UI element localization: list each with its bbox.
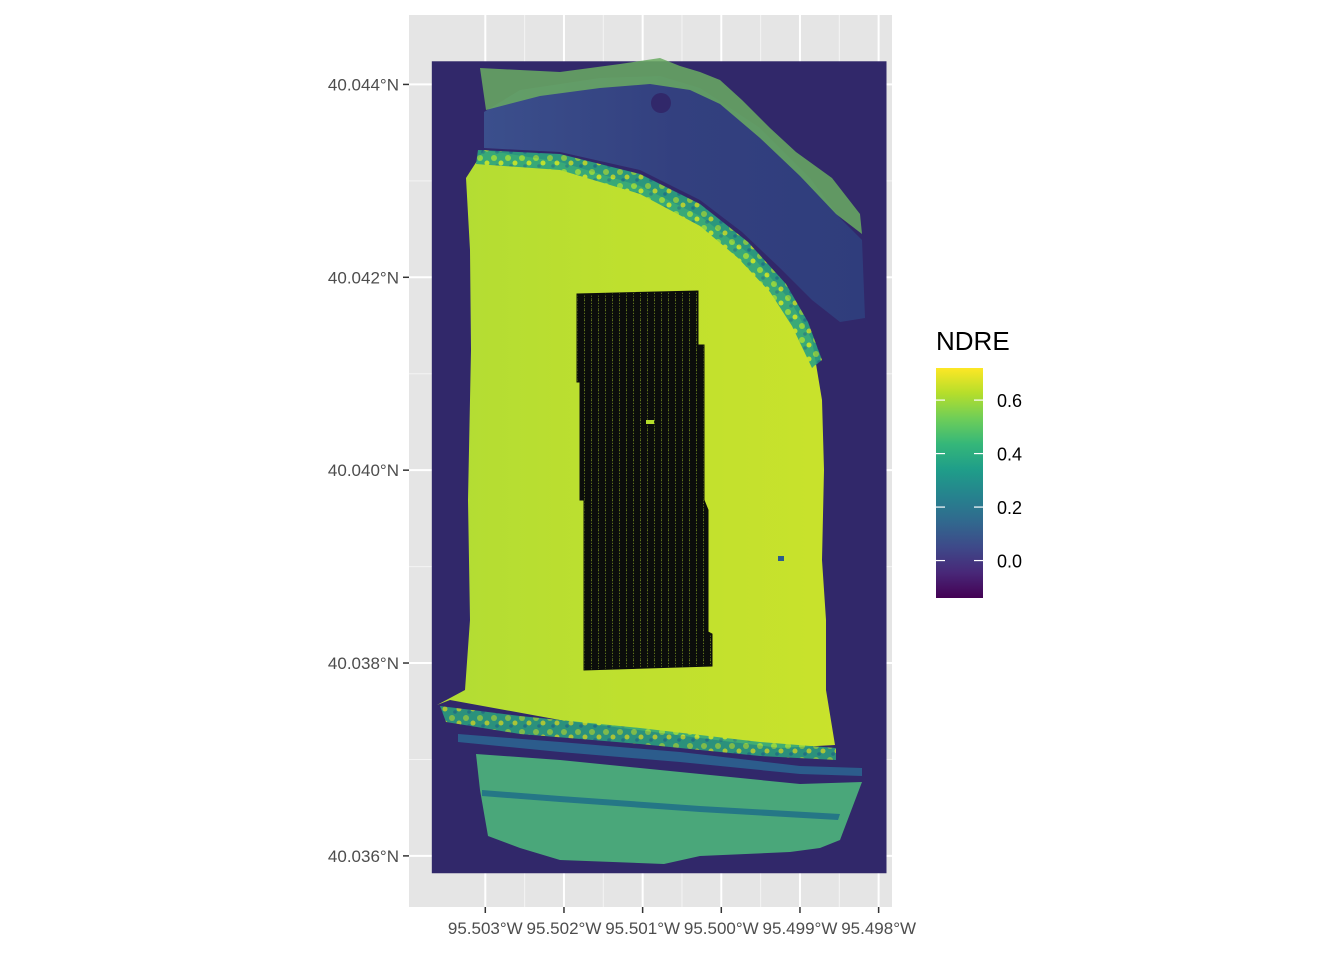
creek-clearing	[651, 93, 671, 113]
sampling-plot	[576, 290, 784, 671]
x-tick-label: 95.498°W	[841, 919, 916, 938]
legend-break-label: 0.6	[997, 391, 1022, 411]
sampling-plot-gap	[646, 420, 654, 424]
legend-break-label: 0.2	[997, 498, 1022, 518]
x-tick-label: 95.502°W	[527, 919, 602, 938]
y-tick-label: 40.040°N	[328, 461, 399, 480]
south-tree-strip	[440, 706, 836, 760]
x-tick-label: 95.500°W	[684, 919, 759, 938]
legend-break-label: 0.0	[997, 552, 1022, 572]
creek-channel	[484, 76, 865, 322]
y-tick-label: 40.038°N	[328, 654, 399, 673]
y-tick-label: 40.036°N	[328, 847, 399, 866]
south-road	[482, 790, 840, 820]
legend-break-label: 0.4	[997, 445, 1022, 465]
x-tick-label: 95.503°W	[448, 919, 523, 938]
y-tick-label: 40.042°N	[328, 268, 399, 287]
small-marker	[778, 556, 784, 561]
legend-title: NDRE	[936, 326, 1010, 356]
sampling-plot-area	[576, 290, 713, 671]
x-tick-label: 95.501°W	[605, 919, 680, 938]
south-ditch	[458, 734, 862, 776]
riparian-tree-band	[476, 150, 822, 368]
y-tick-label: 40.044°N	[328, 75, 399, 94]
x-tick-label: 95.499°W	[763, 919, 838, 938]
colorbar	[936, 368, 983, 598]
colorbar-ticks: 0.0 0.2 0.4 0.6	[936, 391, 1022, 572]
axes: 95.503°W 95.502°W 95.501°W 95.500°W 95.499°W…	[328, 75, 916, 938]
legend: NDRE 0.0 0.2 0.4 0.6	[936, 326, 1022, 598]
creek-upper-edge	[480, 58, 862, 234]
